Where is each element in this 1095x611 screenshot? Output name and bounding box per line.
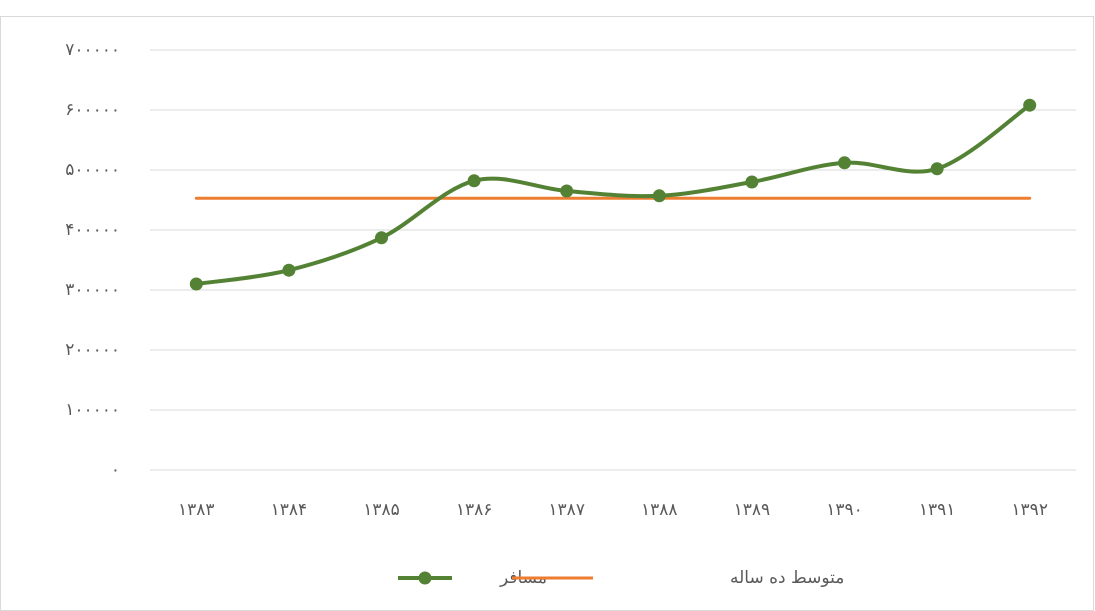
legend-label: متوسط ده ساله <box>730 568 844 588</box>
y-tick-label: ۳۰۰۰۰۰ <box>65 280 120 300</box>
x-tick-label: ۱۳۸۴ <box>271 500 308 520</box>
data-point <box>189 277 203 291</box>
y-tick-label: ۲۰۰۰۰۰ <box>65 340 120 360</box>
x-tick-label: ۱۳۸۸ <box>641 500 678 520</box>
x-tick-label: ۱۳۸۶ <box>456 500 493 520</box>
y-tick-label: ۷۰۰۰۰۰ <box>65 40 120 60</box>
x-tick-label: ۱۳۹۱ <box>919 500 956 520</box>
x-tick-label: ۱۳۸۷ <box>548 500 585 520</box>
chart-frame <box>0 16 1094 611</box>
data-point <box>652 189 666 203</box>
legend-marker <box>418 571 432 585</box>
data-point <box>930 162 944 176</box>
data-point <box>375 231 388 245</box>
x-tick-label: ۱۳۸۵ <box>363 500 400 520</box>
x-tick-label: ۱۳۸۹ <box>734 500 771 520</box>
y-tick-label: ۰ <box>111 460 120 480</box>
data-point <box>467 174 481 188</box>
y-tick-label: ۴۰۰۰۰۰ <box>65 220 120 240</box>
data-point <box>838 156 851 170</box>
data-point <box>560 184 574 198</box>
data-point <box>745 175 759 189</box>
x-tick-label: ۱۳۸۳ <box>178 500 215 520</box>
x-tick-label: ۱۳۹۲ <box>1011 500 1048 520</box>
data-point <box>1023 98 1037 112</box>
x-tick-label: ۱۳۹۰ <box>826 500 863 520</box>
y-tick-label: ۵۰۰۰۰۰ <box>65 160 120 180</box>
y-tick-label: ۱۰۰۰۰۰ <box>65 400 120 420</box>
data-point <box>282 263 296 277</box>
y-tick-label: ۶۰۰۰۰۰ <box>65 100 120 120</box>
series-line <box>194 103 1032 286</box>
